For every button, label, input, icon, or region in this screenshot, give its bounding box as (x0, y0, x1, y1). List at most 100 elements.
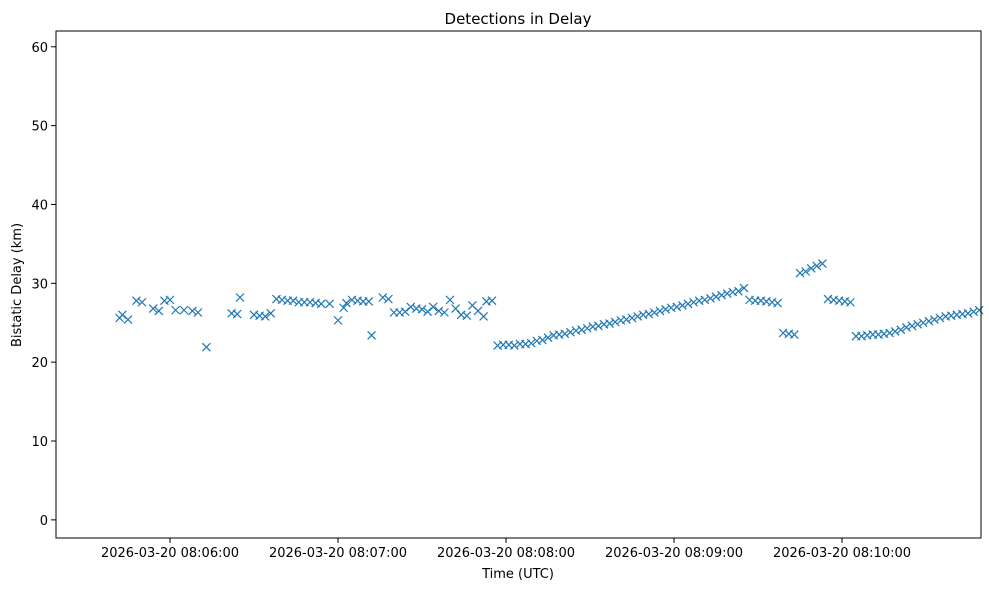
data-point-x-marker (801, 267, 811, 276)
data-point-x-marker (845, 297, 855, 307)
data-point-x-marker (655, 306, 665, 316)
y-tick-label: 50 (31, 120, 48, 135)
data-point-x-marker (817, 259, 827, 269)
data-point-x-marker (479, 312, 489, 321)
data-point-x-marker (179, 305, 189, 315)
data-point-x-marker (333, 315, 343, 325)
data-point-x-marker (364, 297, 374, 306)
data-point-x-marker (969, 307, 979, 317)
data-point-x-marker (896, 325, 906, 335)
y-tick-label: 60 (31, 41, 48, 56)
data-point-x-marker (644, 309, 654, 319)
data-point-x-marker (901, 323, 911, 332)
data-point-x-marker (924, 316, 934, 326)
data-point-x-marker (610, 317, 620, 327)
data-point-x-marker (148, 304, 158, 313)
data-point-x-marker (543, 333, 553, 343)
data-points (115, 259, 984, 352)
data-point-x-marker (605, 319, 615, 328)
data-point-x-marker (974, 305, 984, 315)
data-point-x-marker (705, 293, 715, 303)
data-point-x-marker (560, 329, 570, 339)
data-point-x-marker (187, 306, 197, 316)
data-point-x-marker (795, 268, 805, 278)
data-point-x-marker (462, 311, 472, 321)
data-point-x-marker (201, 342, 211, 352)
data-point-x-marker (235, 293, 245, 302)
y-axis-label: Bistatic Delay (km) (10, 223, 25, 347)
data-point-x-marker (812, 261, 822, 271)
data-point-x-marker (434, 306, 444, 316)
data-point-x-marker (509, 341, 519, 351)
data-point-x-marker (400, 307, 410, 317)
data-point-x-marker (117, 310, 127, 320)
x-tick-label: 2026-03-20 08:06:00 (101, 546, 239, 561)
data-point-x-marker (890, 326, 900, 336)
data-point-x-marker (689, 297, 699, 307)
data-point-x-marker (417, 304, 427, 314)
data-point-x-marker (439, 308, 449, 317)
data-point-x-marker (266, 308, 276, 318)
y-tick-label: 10 (31, 435, 48, 450)
data-point-x-marker (918, 318, 928, 328)
data-point-x-marker (154, 306, 164, 316)
data-point-x-marker (722, 289, 732, 298)
data-point-x-marker (621, 315, 631, 325)
data-point-x-marker (711, 292, 721, 302)
data-point-x-marker (428, 302, 438, 312)
data-point-x-marker (137, 297, 147, 307)
data-point-x-marker (789, 330, 799, 339)
data-point-x-marker (288, 296, 298, 306)
data-point-x-marker (165, 295, 175, 305)
data-point-x-marker (582, 323, 592, 333)
data-point-x-marker (677, 300, 687, 310)
data-point-x-marker (717, 290, 727, 300)
data-point-x-marker (683, 299, 693, 309)
data-point-x-marker (383, 294, 393, 304)
x-tick-label: 2026-03-20 08:09:00 (605, 546, 743, 561)
data-point-x-marker (316, 299, 326, 309)
data-point-x-marker (672, 302, 682, 312)
data-point-x-marker (193, 308, 203, 317)
data-point-x-marker (649, 308, 659, 317)
data-point-x-marker (806, 263, 816, 273)
data-point-x-marker (885, 328, 895, 338)
data-point-x-marker (171, 305, 181, 315)
y-tick-label: 30 (31, 277, 48, 292)
data-point-x-marker (963, 308, 973, 318)
chart-title: Detections in Delay (445, 10, 592, 28)
data-point-x-marker (577, 325, 587, 335)
data-point-x-marker (929, 315, 939, 325)
data-point-x-marker (406, 302, 416, 312)
data-point-x-marker (325, 299, 335, 309)
y-axis-ticks: 0 10 20 30 40 50 60 (31, 41, 56, 529)
y-tick-label: 40 (31, 198, 48, 213)
data-point-x-marker (773, 298, 783, 308)
data-point-x-marker (367, 330, 377, 340)
x-tick-label: 2026-03-20 08:08:00 (437, 546, 575, 561)
data-point-x-marker (913, 319, 923, 329)
data-point-x-marker (232, 309, 242, 319)
x-axis-label: Time (UTC) (481, 567, 554, 582)
data-point-x-marker (537, 335, 547, 345)
data-point-x-marker (700, 295, 710, 305)
data-point-x-marker (593, 321, 603, 331)
data-point-x-marker (935, 313, 945, 323)
x-tick-label: 2026-03-20 08:07:00 (269, 546, 407, 561)
data-point-x-marker (445, 295, 455, 305)
y-tick-label: 20 (31, 356, 48, 371)
plot-area-frame (55, 30, 982, 539)
data-point-x-marker (526, 338, 536, 348)
x-tick-label: 2026-03-20 08:10:00 (773, 546, 911, 561)
data-point-x-marker (627, 313, 637, 323)
data-point-x-marker (131, 296, 141, 306)
data-point-x-marker (733, 286, 743, 296)
data-point-x-marker (739, 283, 749, 293)
data-point-x-marker (661, 304, 671, 314)
data-point-x-marker (565, 327, 575, 337)
data-point-x-marker (378, 293, 388, 302)
data-point-x-marker (633, 312, 643, 321)
data-point-x-marker (487, 296, 497, 306)
x-axis-ticks: 2026-03-20 08:06:00 2026-03-20 08:07:00 20… (101, 538, 911, 561)
